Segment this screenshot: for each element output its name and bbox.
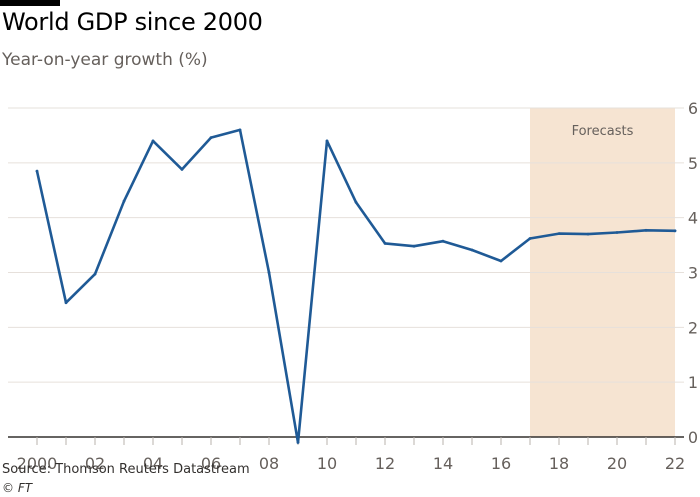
chart-title: World GDP since 2000 <box>2 8 263 36</box>
data-point <box>151 139 155 143</box>
x-tick-label: 16 <box>491 454 511 473</box>
data-point <box>470 248 474 252</box>
x-tick-label: 02 <box>85 454 105 473</box>
data-point <box>122 199 126 203</box>
chart-subtitle: Year-on-year growth (%) <box>2 50 208 70</box>
x-tick-label: 14 <box>433 454 453 473</box>
ft-credit: © FT <box>2 481 33 495</box>
data-point <box>412 244 416 248</box>
data-point <box>64 301 68 305</box>
y-tick-label: 5 <box>688 154 698 173</box>
x-tick-label: 10 <box>317 454 337 473</box>
y-tick-label: 6 <box>688 99 698 118</box>
y-tick-label: 4 <box>688 209 698 228</box>
y-tick-label: 1 <box>688 373 698 392</box>
data-point <box>209 136 213 140</box>
data-point <box>325 139 329 143</box>
data-point <box>383 242 387 245</box>
data-point <box>93 272 97 276</box>
data-point <box>528 237 532 240</box>
data-point <box>35 169 39 173</box>
x-tick-label: 06 <box>201 454 221 473</box>
x-tick-label: 22 <box>665 454 685 473</box>
data-point <box>441 239 445 243</box>
y-tick-label: 2 <box>688 318 698 337</box>
data-point <box>354 200 358 204</box>
y-tick-label: 3 <box>688 264 698 283</box>
data-point <box>296 441 300 444</box>
x-tick-label: 20 <box>607 454 627 473</box>
x-tick-label: 18 <box>549 454 569 473</box>
source-note: Source: Thomson Reuters Datastream <box>2 462 250 477</box>
data-point <box>586 232 590 236</box>
data-point <box>238 128 242 132</box>
data-point <box>557 232 561 236</box>
data-point <box>644 228 648 232</box>
data-point <box>499 259 503 263</box>
data-point <box>615 231 619 234</box>
x-tick-label: 2000 <box>17 454 58 473</box>
forecast-label: Forecasts <box>572 124 634 139</box>
data-point <box>267 271 271 274</box>
data-point <box>180 168 184 171</box>
brand-bar <box>0 0 60 6</box>
x-tick-label: 04 <box>143 454 163 473</box>
x-tick-label: 12 <box>375 454 395 473</box>
x-tick-label: 08 <box>259 454 279 473</box>
y-tick-label: 0 <box>688 428 698 447</box>
data-point <box>673 229 677 233</box>
